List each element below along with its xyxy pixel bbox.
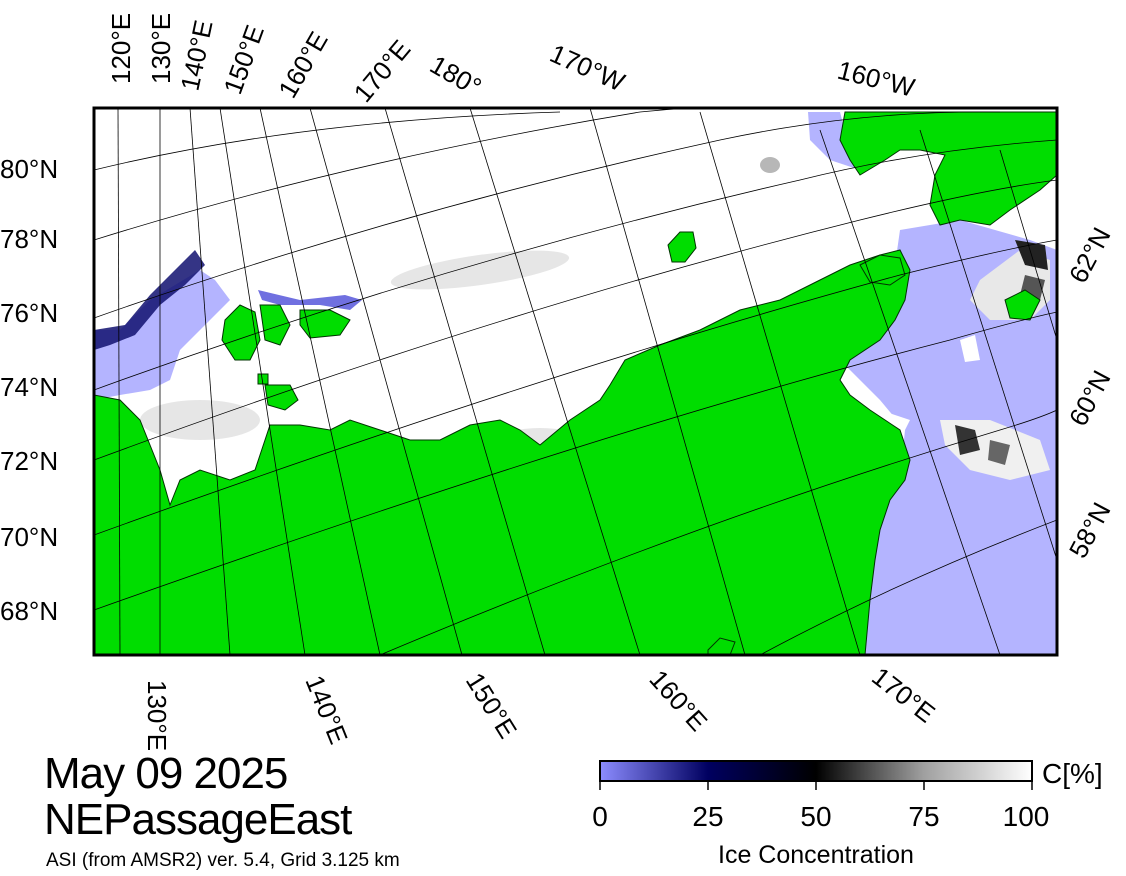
map-region: NEPassageEast	[44, 795, 352, 844]
lon-label-bottom-1: 140°E	[299, 671, 353, 748]
map-area	[94, 108, 1057, 655]
lon-label-top-0: 120°E	[106, 13, 136, 84]
lat-label-left-3: 74°N	[0, 372, 58, 402]
east-siberian-polynya	[258, 290, 362, 310]
new-siberian-island-2	[259, 304, 291, 346]
lon-label-top-6: 180°	[425, 49, 487, 102]
alaska-land	[839, 111, 1057, 226]
small-island	[257, 373, 269, 385]
lon-label-top-8: 160°W	[835, 55, 919, 103]
colorbar: 0 25 50 75 100 Ice Concentration C[%]	[592, 758, 1102, 869]
laptev-polynya	[94, 270, 230, 400]
siberia-land	[94, 249, 911, 655]
top-longitude-labels: 120°E 130°E 140°E 150°E 160°E 170°E 180°…	[106, 13, 918, 108]
colorbar-tick-1: 25	[692, 801, 723, 832]
chukotka-coast	[859, 254, 906, 286]
right-latitude-labels: 62°N 60°N 58°N	[1063, 222, 1117, 562]
lat-label-left-0: 80°N	[0, 154, 58, 184]
lat-label-left-2: 76°N	[0, 298, 58, 328]
lon-label-bottom-4: 170°E	[866, 661, 941, 728]
lat-label-left-5: 70°N	[0, 522, 58, 552]
colorbar-tick-2: 50	[800, 801, 831, 832]
lon-label-top-7: 170°W	[546, 38, 630, 97]
lat-label-right-2: 58°N	[1063, 497, 1117, 562]
bottom-longitude-labels: 130°E 140°E 150°E 160°E 170°E	[142, 661, 941, 751]
laptev-polynya-dark-edge	[94, 250, 205, 350]
colorbar-tick-0: 0	[592, 801, 608, 832]
lon-label-bottom-2: 150°E	[460, 667, 523, 743]
colorbar-title: Ice Concentration	[718, 841, 914, 869]
new-siberian-island-1	[221, 304, 261, 361]
lat-label-left-6: 68°N	[0, 596, 58, 626]
colorbar-tick-4: 100	[1003, 801, 1050, 832]
wrangel-island	[667, 231, 697, 263]
colorbar-tick-3: 75	[908, 801, 939, 832]
lon-label-top-5: 170°E	[348, 34, 417, 108]
colorbar-gradient	[599, 760, 1033, 782]
lat-label-left-1: 78°N	[0, 224, 58, 254]
seward-peninsula	[1004, 289, 1041, 321]
lon-label-top-4: 160°E	[272, 26, 334, 103]
data-source: ASI (from AMSR2) ver. 5.4, Grid 3.125 km	[46, 850, 400, 871]
lon-label-top-3: 150°E	[217, 21, 270, 98]
new-siberian-island-3	[299, 309, 351, 339]
left-latitude-labels: 80°N 78°N 76°N 74°N 72°N 70°N 68°N	[0, 154, 58, 626]
lat-label-left-4: 72°N	[0, 446, 58, 476]
lon-label-top-2: 140°E	[175, 17, 219, 93]
lat-label-right-0: 62°N	[1063, 222, 1117, 287]
land	[94, 111, 1057, 655]
lon-label-top-1: 130°E	[146, 13, 176, 84]
graticule	[94, 108, 1057, 655]
lon-label-bottom-3: 160°E	[644, 664, 714, 737]
chukchi-open-water	[808, 112, 860, 170]
lyakhovsky-island	[264, 384, 299, 411]
lat-label-right-1: 60°N	[1063, 365, 1117, 430]
map-frame	[92, 106, 1059, 657]
map-date: May 09 2025	[44, 749, 288, 798]
lon-label-bottom-0: 130°E	[142, 680, 172, 751]
colorbar-unit: C[%]	[1042, 758, 1103, 789]
